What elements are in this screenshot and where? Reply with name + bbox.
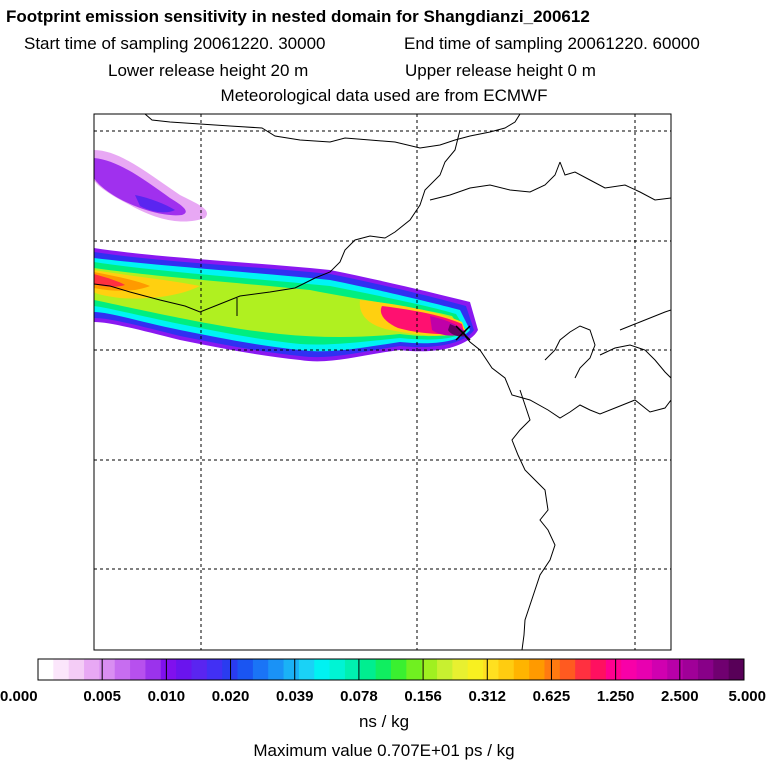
border-line [464, 335, 671, 419]
upper-plume [94, 150, 208, 222]
plume-contour [135, 195, 175, 213]
plume-contour [94, 158, 186, 216]
colorbar-unit: ns / kg [358, 712, 410, 731]
border-line [94, 129, 461, 313]
chart-title: Footprint emission sensitivity in nested… [6, 7, 590, 26]
border-line [559, 161, 671, 201]
end-time-label: End time of sampling 20061220. 60000 [404, 34, 700, 53]
map-frame [93, 113, 672, 651]
lower-height-label: Lower release height 20 m [108, 61, 309, 80]
main-plume [94, 248, 478, 362]
plume-layers [94, 150, 478, 362]
max-value-label: Maximum value 0.707E+01 ps / kg [253, 741, 515, 760]
plume-contour [448, 324, 466, 337]
grid-lines [94, 114, 671, 650]
map-background [94, 114, 671, 650]
border-line [511, 389, 556, 650]
border-line [544, 325, 596, 379]
start-time-label: Start time of sampling 20061220. 30000 [24, 34, 326, 53]
coastline [94, 114, 671, 650]
border-line [429, 161, 561, 201]
border-line [599, 344, 671, 379]
border-line [619, 309, 671, 331]
plume-contour [94, 274, 125, 287]
upper-height-label: Upper release height 0 m [405, 61, 596, 80]
plume-contour [94, 270, 200, 299]
receptor-marker [455, 325, 471, 341]
border-line [144, 114, 521, 149]
met-data-label: Meteorological data used are from ECMWF [220, 86, 548, 105]
